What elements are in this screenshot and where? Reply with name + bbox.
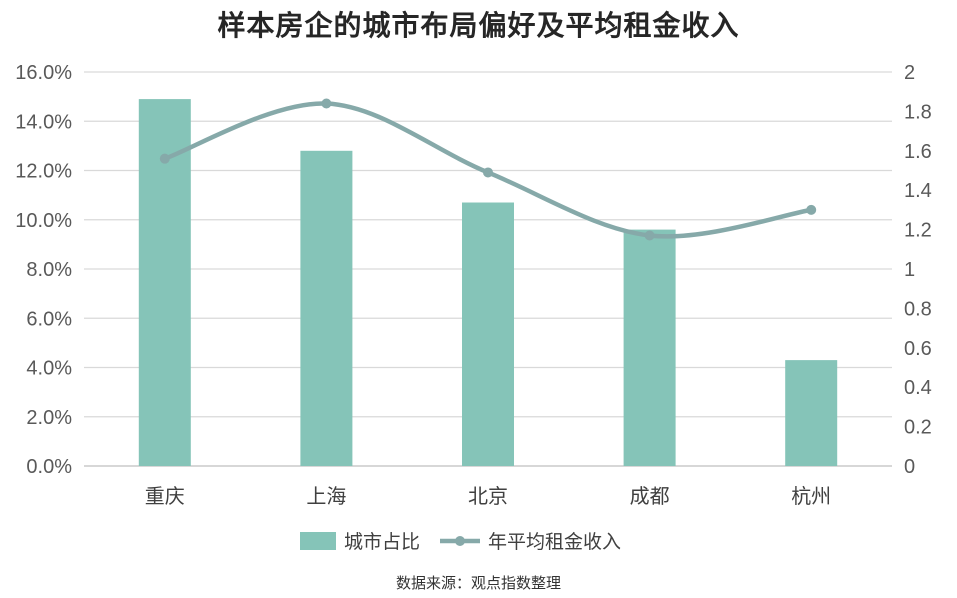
legend-label-line: 年平均租金收入 [488,531,621,553]
y-left-tick-label: 8.0% [26,259,72,281]
y-left-tick-label: 4.0% [26,358,72,380]
rent-income-point [806,204,817,215]
y-right-tick-label: 1.4 [904,180,932,202]
legend-label-bar: 城市占比 [344,531,420,553]
y-right-tick-label: 1.8 [904,101,932,123]
x-tick-label: 北京 [468,484,508,508]
y-left-tick-label: 12.0% [15,161,72,183]
bar [785,360,838,466]
y-left-tick-label: 14.0% [15,111,72,133]
bar [462,202,514,466]
y-right-tick-label: 0.4 [904,377,932,399]
x-tick-label: 成都 [630,484,670,508]
x-tick-label: 重庆 [145,484,185,508]
x-tick-label: 上海 [306,484,346,508]
y-right-tick-label: 0.8 [904,298,932,320]
legend-swatch-bar [300,532,336,550]
y-right-tick-label: 0.2 [904,417,932,439]
y-left-tick-label: 10.0% [15,210,72,232]
y-left-tick-label: 2.0% [26,407,72,429]
y-right-tick-label: 1.6 [904,141,932,163]
y-left-tick-label: 6.0% [26,308,72,330]
legend-marker-line [455,536,465,546]
x-tick-label: 杭州 [791,484,831,508]
y-right-tick-label: 2 [904,62,915,84]
y-left-tick-label: 0.0% [26,456,72,478]
y-right-tick-label: 0.6 [904,338,932,360]
y-right-tick-label: 0 [904,456,915,478]
bar [623,229,676,466]
chart-title: 样本房企的城市布局偏好及平均租金收入 [217,9,740,42]
rent-income-point [644,230,655,241]
rent-income-point [321,98,332,109]
bar [300,150,353,467]
y-right-tick-label: 1.2 [904,220,932,242]
y-right-tick-label: 1 [904,259,915,281]
data-source: 数据来源：观点指数整理 [395,574,561,592]
rent-income-point [159,153,170,164]
y-left-tick-label: 16.0% [15,62,72,84]
rent-income-point [483,167,493,178]
